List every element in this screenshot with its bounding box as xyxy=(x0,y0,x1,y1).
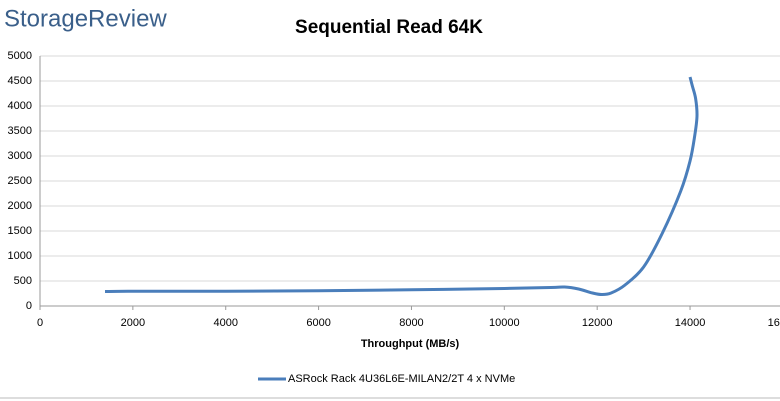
legend-label: ASRock Rack 4U36L6E-MILAN2/2T 4 x NVMe xyxy=(288,373,515,385)
x-tick-label: 4000 xyxy=(213,317,237,329)
x-tick-label: 10000 xyxy=(489,317,520,329)
series-line xyxy=(104,76,699,297)
x-tick-label: 2000 xyxy=(121,317,145,329)
x-tick-label: 8000 xyxy=(399,317,423,329)
y-tick-label: 4500 xyxy=(8,75,32,87)
y-tick-label: 3500 xyxy=(8,125,32,137)
y-tick-label: 0 xyxy=(26,300,32,312)
x-axis-label: Throughput (MB/s) xyxy=(361,338,460,350)
y-tick-label: 2000 xyxy=(8,200,32,212)
logo: StorageReview xyxy=(4,5,167,32)
y-tick-label: 4000 xyxy=(8,100,32,112)
x-tick-label: 12000 xyxy=(582,317,613,329)
y-tick-label: 1500 xyxy=(8,225,32,237)
y-tick-label: 3000 xyxy=(8,150,32,162)
x-tick-label: 16000 xyxy=(768,317,780,329)
y-tick-label: 500 xyxy=(14,275,32,287)
chart-title: Sequential Read 64K xyxy=(295,17,483,38)
x-tick-label: 6000 xyxy=(306,317,330,329)
x-tick-label: 0 xyxy=(37,317,43,329)
y-tick-label: 1000 xyxy=(8,250,32,262)
x-tick-label: 14000 xyxy=(675,317,706,329)
y-tick-label: 5000 xyxy=(8,50,32,62)
y-tick-label: 2500 xyxy=(8,175,32,187)
